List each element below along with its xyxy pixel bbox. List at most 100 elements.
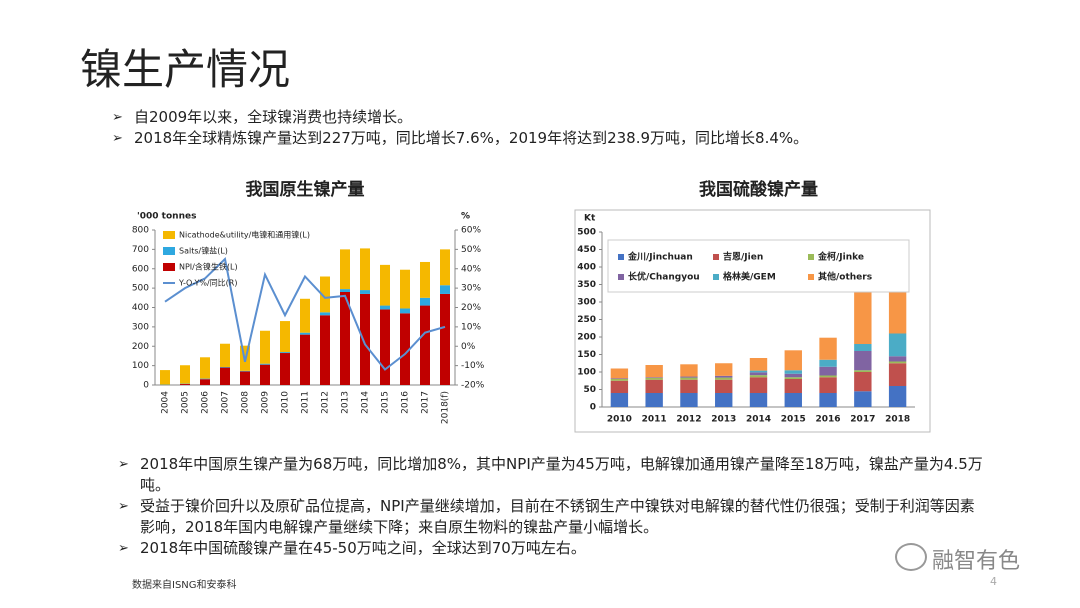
bar-segment [280,353,290,385]
bar-segment [680,364,698,377]
bar-segment [715,393,733,407]
y-tick-label: 150 [577,350,596,360]
bullet: 2018年中国原生镍产量为68万吨，同比增加8%，其中NPI产量为45万吨，电解… [118,454,988,496]
bar-segment [819,337,837,360]
x-tick-label: 2015 [781,415,806,425]
y-tick-label: 200 [132,342,149,352]
bullet: 2018年中国硫酸镍产量在45-50万吨之间，全球达到70万吨左右。 [118,538,988,559]
bar-segment [300,298,310,333]
x-tick-label: 2014 [746,415,771,425]
bar-segment [200,379,210,385]
y-tick-label: 500 [577,228,596,238]
bar-segment [320,312,330,316]
bar-segment [160,370,170,385]
bar-segment [610,378,629,379]
legend-swatch [713,254,719,260]
x-tick-label: 2010 [281,391,291,414]
bar-segment [888,363,907,386]
bar-segment [784,373,802,378]
legend-swatch [808,254,814,260]
y2-tick-label: 0% [461,342,476,352]
y-tick-label: 50 [583,385,596,395]
bar-segment [680,379,698,393]
bar-segment [819,393,837,407]
bar-segment [360,290,370,294]
charts: 我国原生镍产量'000 tonnes %010020030040050060070… [132,179,931,433]
y-tick-label: 300 [132,322,149,332]
bar-segment [749,358,768,371]
x-tick-label: 2018 [885,415,910,425]
bar-segment [610,393,629,407]
bar-segment [400,308,410,314]
y-tick-label: 300 [577,298,596,308]
y-axis-label: '000 tonnes [137,212,196,222]
bar-segment [819,366,837,376]
bar-segment [220,366,230,368]
bar-segment [680,376,698,378]
y2-tick-label: 60% [461,226,481,236]
legend-swatch [163,231,175,239]
x-tick-label: 2015 [381,391,391,414]
bar-segment [180,365,190,384]
bar-segment [715,379,733,393]
bar-segment [645,393,663,407]
x-tick-label: 2017 [421,391,431,414]
y-tick-label: 700 [132,245,149,255]
bar-segment [200,357,210,379]
bar-segment [854,351,872,371]
bar-segment [180,384,190,385]
legend-swatch [163,247,175,255]
bottom-bullets: 2018年中国原生镍产量为68万吨，同比增加8%，其中NPI产量为45万吨，电解… [118,454,988,559]
bar-segment [220,367,230,385]
bar-segment [440,293,450,385]
x-tick-label: 2008 [241,391,251,414]
y-tick-label: 400 [577,263,596,273]
bar-segment [749,372,768,376]
bar-segment [340,292,350,385]
legend-swatch [713,274,719,280]
legend-swatch [618,274,624,280]
bar-segment [819,359,837,367]
y-tick-label: 400 [132,303,149,313]
bar-segment [854,344,872,351]
bar-segment [340,289,350,292]
watermark-icon [895,543,927,571]
x-tick-label: 2012 [676,415,701,425]
source-note: 数据来自ISNG和安泰科 [132,580,237,591]
legend-swatch [808,274,814,280]
x-tick-label: 2013 [341,391,351,414]
top-bullets: 自2009年以来，全球镍消费也持续增长。 2018年全球精炼镍产量达到227万吨… [112,107,1012,149]
bar-segment [380,305,390,310]
x-tick-label: 2012 [321,391,331,414]
bar-segment [610,380,629,393]
bar-segment [240,371,250,385]
bar-segment [360,248,370,291]
y2-tick-label: 20% [461,303,481,313]
bar-segment [440,285,450,294]
bar-segment [280,321,290,353]
bar-segment [819,375,837,378]
x-tick-label: 2006 [201,391,211,414]
bar-segment [420,305,430,385]
bar-segment [300,332,310,335]
x-tick-label: 2004 [161,391,171,414]
y-tick-label: 800 [132,226,149,236]
x-tick-label: 2013 [711,415,736,425]
legend-label: Salts/镍盐(L) [179,246,228,256]
bar-segment [645,365,663,378]
bar-segment [260,330,270,364]
legend-label: Y-O-Y%/同比(R) [178,278,238,288]
chart-title: 我国原生镍产量 [246,179,365,200]
legend-label: NPI/含镍生铁(L) [179,262,238,272]
bar-segment [240,370,250,372]
bar-segment [680,393,698,407]
x-tick-label: 2014 [361,391,371,414]
bar-segment [260,363,270,365]
y2-tick-label: -10% [461,361,485,371]
bar-segment [715,375,733,378]
y-tick-label: 100 [577,368,596,378]
bar-segment [420,297,430,306]
bar-segment [888,333,907,357]
bar-segment [715,363,733,376]
